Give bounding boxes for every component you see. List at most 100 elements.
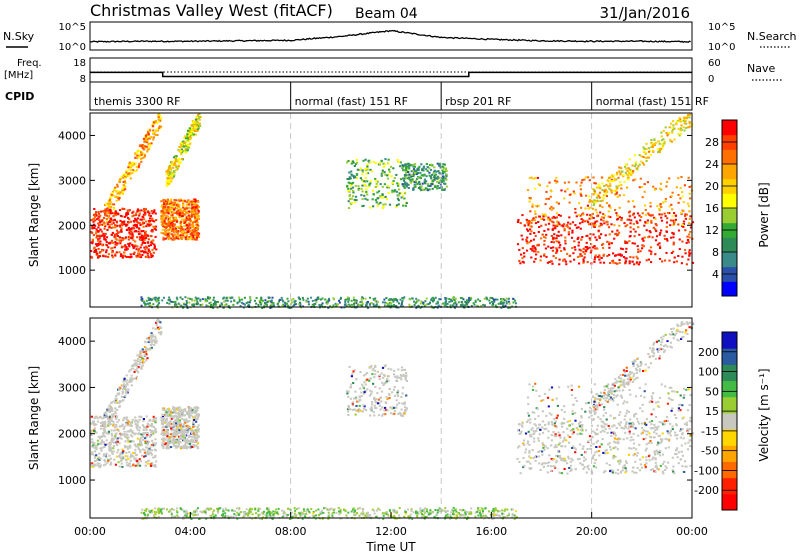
data-cell [175,166,178,168]
data-cell [194,207,197,210]
data-cell [382,165,385,168]
data-cell [171,233,174,236]
data-cell [413,300,415,303]
data-cell [616,262,619,265]
data-cell [191,206,194,209]
data-cell [126,424,129,427]
data-cell [191,226,194,228]
data-cell [170,206,173,209]
data-cell [153,132,156,135]
data-cell [174,233,177,236]
data-cell [134,460,137,463]
data-cell [150,332,153,335]
data-cell [593,247,596,250]
data-cell [172,206,175,209]
data-cell [684,249,687,251]
data-cell [146,148,149,151]
data-cell [614,179,617,182]
data-cell [457,301,460,304]
data-cell [181,199,184,202]
data-cell [173,411,176,414]
cpid-label: CPID [5,90,34,103]
data-cell [102,433,105,436]
data-cell [160,212,163,215]
data-cell [662,129,665,132]
data-cell [146,138,149,141]
data-cell [102,255,105,258]
data-cell [504,304,507,307]
data-cell [132,463,135,466]
data-cell [690,185,693,188]
data-cell [164,433,167,436]
data-cell [598,185,601,188]
data-cell [170,223,173,226]
data-cell [270,303,273,306]
data-cell [609,262,612,264]
data-cell [145,359,148,362]
data-cell [688,254,691,257]
data-cell [104,443,107,446]
data-cell [683,116,686,119]
data-cell [106,443,109,446]
data-cell [548,181,551,184]
data-cell [158,127,161,130]
data-cell [120,462,123,465]
data-cell [371,189,375,192]
data-cell [594,224,597,227]
data-cell [176,168,179,171]
data-cell [637,226,640,229]
data-cell [126,464,129,467]
data-cell [181,432,184,435]
data-cell [688,251,691,254]
data-cell [442,165,445,168]
data-cell [108,445,111,448]
data-cell [187,430,190,433]
data-cell [129,428,132,431]
data-cell [162,232,165,235]
data-cell [420,174,423,177]
data-cell [576,256,580,258]
data-cell [618,216,621,219]
data-cell [128,245,131,248]
data-cell [442,302,445,305]
data-cell [138,212,141,215]
data-cell [108,449,112,452]
data-cell [161,413,164,416]
data-cell [610,174,614,177]
data-cell [628,235,631,238]
data-cell [142,230,145,232]
data-cell [101,446,104,449]
data-cell [109,210,112,212]
data-cell [111,247,114,249]
data-cell [628,158,631,161]
data-cell [598,191,602,194]
data-cell [470,305,473,307]
data-cell [136,367,139,370]
data-cell [547,197,550,200]
date-label: 31/Jan/2016 [600,4,691,22]
data-cell [152,456,155,459]
data-cell [673,138,676,141]
data-cell [101,249,104,252]
data-cell [666,217,669,220]
data-cell [543,254,546,257]
data-cell [434,296,437,299]
data-cell [574,224,577,227]
data-cell [406,163,409,166]
data-cell [344,303,347,306]
data-cell [115,190,118,193]
data-cell [651,214,654,217]
data-cell [160,422,164,425]
data-cell [557,221,560,224]
data-cell [130,374,133,377]
y-tick-label: 1000 [58,264,86,277]
data-cell [352,191,355,194]
data-cell [374,186,377,188]
data-cell [147,440,150,443]
data-cell [145,435,148,438]
data-cell [193,436,196,439]
data-cell [193,230,196,233]
data-cell [195,230,198,233]
data-cell [109,443,112,446]
data-cell [685,241,688,244]
